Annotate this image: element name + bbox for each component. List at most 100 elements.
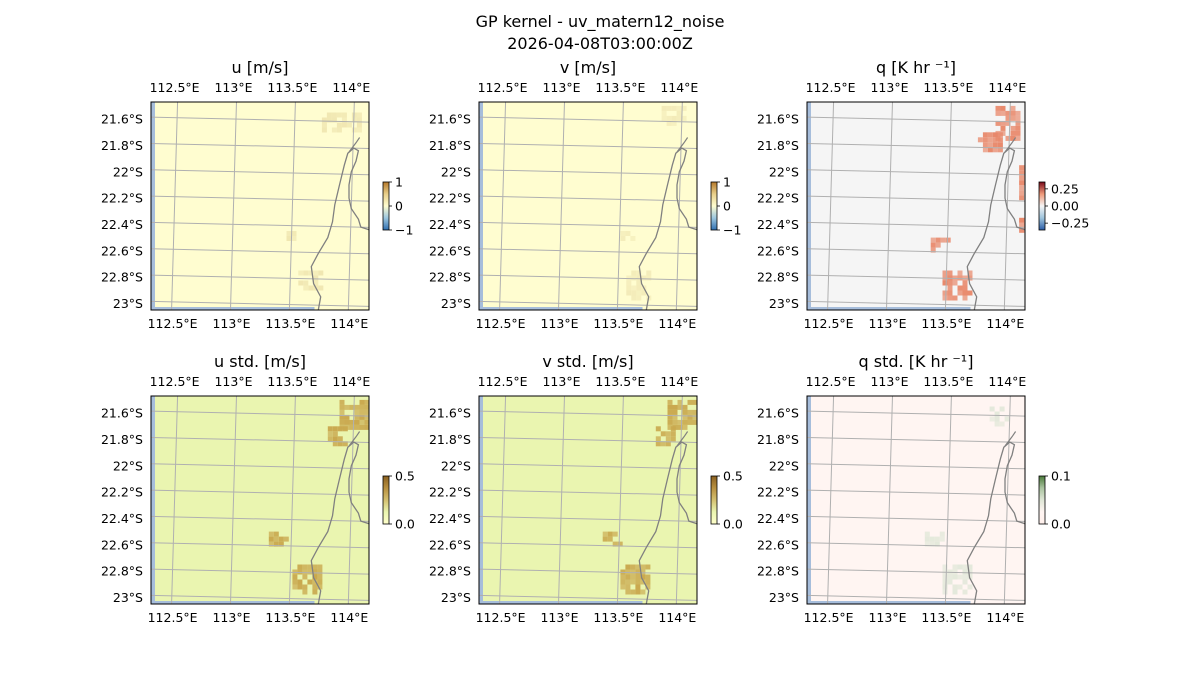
ocean-edge (151, 102, 155, 310)
data-cell (924, 536, 930, 542)
x-tick-label-top: 113.5°E (923, 80, 973, 95)
data-cell (612, 531, 618, 537)
data-cell (339, 419, 345, 425)
grid-parallel (479, 410, 697, 417)
y-tick-label: 21.6°S (101, 406, 143, 421)
coastline-shoal (676, 137, 689, 153)
panel-2: v [m/s]112.5°E112.5°E113°E113°E113.5°E11… (429, 58, 741, 331)
data-patch-2 (977, 132, 1003, 153)
colorbar-tick-label: 0.0 (723, 517, 743, 532)
data-cell (994, 411, 1000, 417)
grid-meridian (288, 102, 296, 310)
data-cell (660, 431, 666, 437)
data-cell (994, 421, 1000, 427)
y-tick-label: 22.8°S (429, 270, 471, 285)
data-cell (942, 564, 948, 570)
data-cell (939, 531, 945, 537)
data-patch-6 (1019, 217, 1025, 233)
colorbar-bar (1038, 475, 1046, 525)
data-cell (687, 399, 693, 405)
field-background (479, 396, 697, 604)
data-cell (313, 280, 319, 286)
data-cell (354, 424, 360, 430)
data-cell (957, 270, 963, 276)
data-cell (1015, 115, 1021, 121)
grid-parallel (479, 489, 697, 496)
y-tick-label: 21.8°S (429, 138, 471, 153)
data-cell (962, 579, 968, 585)
data-cell (308, 270, 314, 276)
data-cell (317, 564, 323, 570)
data-cell (672, 414, 678, 420)
grid-parallel (151, 568, 369, 575)
data-cell (1010, 110, 1016, 116)
coastline-shoal (348, 431, 361, 447)
grid-parallel (807, 300, 1025, 307)
data-cell (967, 270, 973, 276)
data-cell (631, 295, 637, 301)
grid-parallel (807, 568, 1025, 575)
grid-parallel (151, 116, 369, 123)
grid-parallel (151, 463, 369, 470)
grid-parallel (151, 410, 369, 417)
data-cell (303, 270, 309, 276)
data-patch-2 (298, 270, 324, 291)
data-cell (351, 127, 357, 133)
data-cell (682, 404, 688, 410)
data-cell (1015, 130, 1021, 136)
data-cell (1010, 130, 1016, 136)
colorbar-tick-label: −0.25 (1051, 216, 1089, 231)
data-patch-1 (321, 112, 362, 133)
data-cell (332, 441, 338, 447)
panel-title: v std. [m/s] (542, 352, 633, 371)
data-cell (327, 426, 333, 432)
y-tick-label: 22.4°S (757, 511, 799, 526)
data-cell (660, 441, 666, 447)
data-cell (612, 541, 618, 547)
data-cell (1019, 217, 1025, 223)
x-tick-label-bottom: 113°E (212, 610, 250, 625)
data-cell (318, 270, 324, 276)
data-cell (992, 132, 998, 138)
data-cell (327, 431, 333, 437)
y-tick-label: 22°S (441, 164, 471, 179)
data-cell (665, 441, 671, 447)
grid-parallel (807, 594, 1025, 601)
coastline (310, 147, 369, 310)
data-cell (997, 137, 1003, 143)
grid-parallel (479, 116, 697, 123)
data-cell (661, 110, 667, 116)
y-tick-label: 22.8°S (101, 270, 143, 285)
colorbar-tick-label: 0.1 (1051, 469, 1071, 484)
y-tick-label: 21.6°S (429, 406, 471, 421)
data-cell (947, 574, 953, 580)
data-cell (661, 105, 667, 111)
data-cell (268, 531, 274, 537)
data-cell (646, 275, 652, 281)
colorbar-tick-label: 0.5 (395, 469, 415, 484)
data-cell (630, 579, 636, 585)
data-cell (942, 574, 948, 580)
data-cell (995, 120, 1001, 126)
data-cell (626, 275, 632, 281)
y-tick-label: 22°S (769, 458, 799, 473)
x-tick-label-bottom: 113°E (540, 316, 578, 331)
data-cell (1005, 135, 1011, 141)
data-cell (952, 295, 958, 301)
data-cell (677, 404, 683, 410)
data-patch-5 (1019, 165, 1025, 201)
data-cell (635, 569, 641, 575)
ocean-edge-bottom (151, 307, 315, 310)
data-cell (682, 409, 688, 415)
data-cell (286, 236, 292, 241)
data-cell (947, 579, 953, 585)
data-cell (312, 579, 318, 585)
colorbar-tick-label: 0 (723, 199, 731, 214)
coastline (966, 147, 1025, 310)
data-cell (326, 112, 332, 118)
colorbar-bar (710, 181, 718, 231)
grid-parallel (151, 300, 369, 307)
data-patch-1 (667, 399, 697, 430)
data-cell (344, 404, 350, 410)
panel-title: q std. [K hr ⁻¹] (859, 352, 974, 371)
